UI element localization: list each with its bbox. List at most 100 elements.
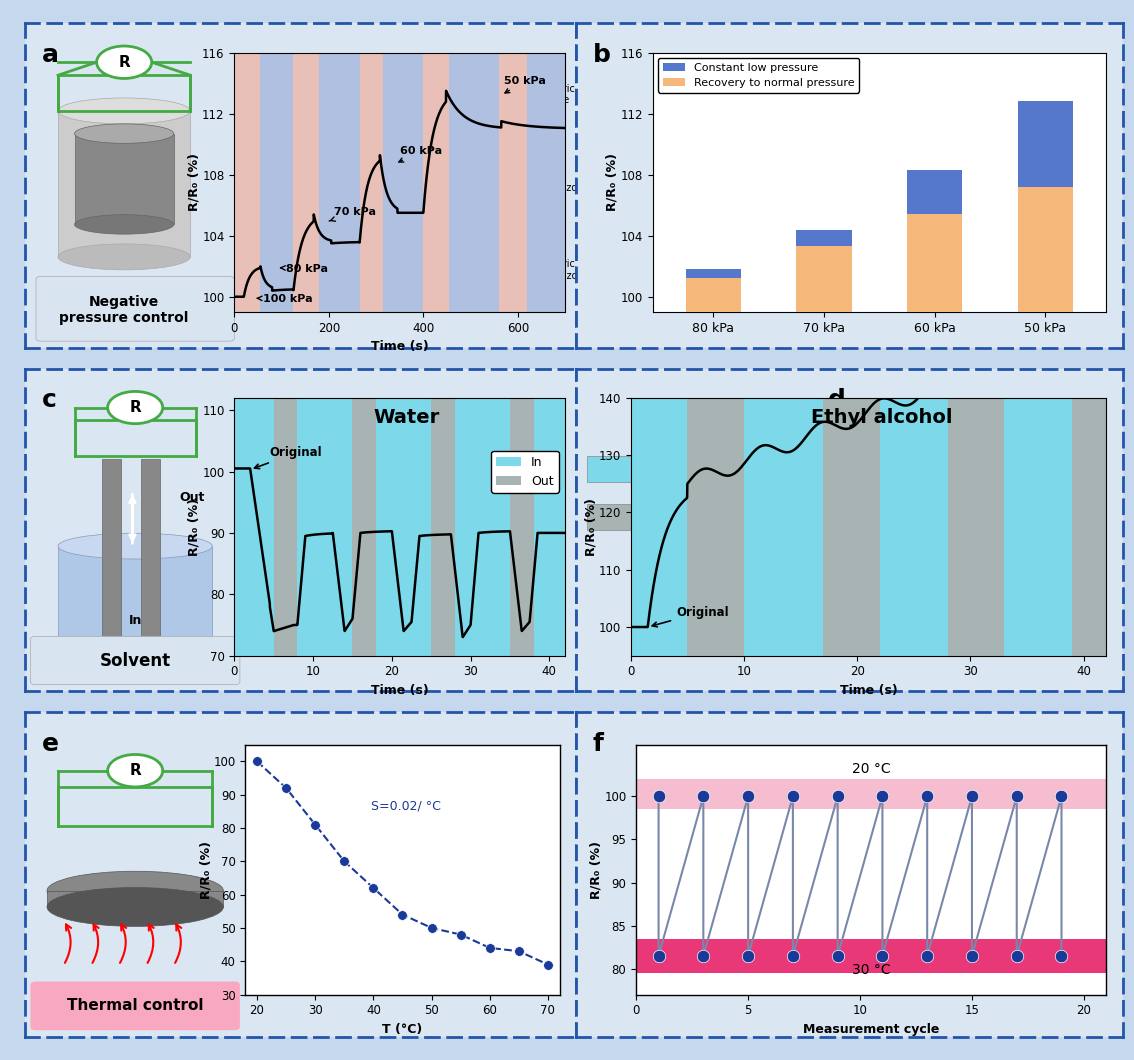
Bar — [1017, 187, 1073, 312]
FancyBboxPatch shape — [46, 890, 223, 907]
Text: Constant
pressure zone: Constant pressure zone — [521, 172, 590, 193]
Text: 100 kPa: 100 kPa — [257, 294, 312, 303]
Text: Barometric
drop zone: Barometric drop zone — [521, 84, 575, 106]
Bar — [297, 398, 353, 656]
Y-axis label: R/R₀ (%): R/R₀ (%) — [188, 498, 201, 555]
Ellipse shape — [58, 636, 212, 662]
Text: Original: Original — [652, 605, 729, 626]
FancyBboxPatch shape — [36, 277, 235, 341]
Text: b: b — [592, 42, 610, 67]
X-axis label: T (°C): T (°C) — [382, 1023, 423, 1036]
Bar — [823, 398, 880, 656]
FancyBboxPatch shape — [587, 456, 642, 481]
Bar — [431, 398, 455, 656]
Bar — [383, 53, 423, 312]
Text: 50 kPa: 50 kPa — [503, 76, 545, 93]
Bar — [294, 53, 320, 312]
Text: e: e — [42, 731, 59, 756]
Bar — [527, 53, 565, 312]
Y-axis label: R/R₀ (%): R/R₀ (%) — [200, 841, 212, 899]
FancyBboxPatch shape — [58, 111, 191, 257]
X-axis label: Time (s): Time (s) — [371, 684, 429, 697]
Bar — [686, 279, 742, 312]
Bar — [796, 246, 852, 312]
Text: 80 kPa: 80 kPa — [280, 264, 329, 273]
Text: Original: Original — [254, 446, 322, 469]
Bar — [235, 398, 273, 656]
Ellipse shape — [75, 215, 174, 234]
Bar — [907, 170, 963, 214]
Ellipse shape — [75, 124, 174, 143]
Text: 60 kPa: 60 kPa — [399, 146, 442, 162]
Bar — [353, 398, 376, 656]
Bar — [744, 398, 823, 656]
FancyBboxPatch shape — [477, 255, 507, 290]
Text: 20 °C: 20 °C — [852, 762, 890, 776]
FancyBboxPatch shape — [58, 546, 212, 649]
Bar — [1073, 398, 1107, 656]
Text: R: R — [129, 400, 141, 416]
X-axis label: Time (s): Time (s) — [839, 684, 897, 697]
X-axis label: Measurement cycle: Measurement cycle — [803, 1023, 939, 1036]
Bar — [510, 398, 534, 656]
Y-axis label: R/R₀ (%): R/R₀ (%) — [606, 154, 619, 211]
Bar — [796, 230, 852, 246]
Text: Solvent: Solvent — [100, 652, 171, 670]
Text: 30 °C: 30 °C — [852, 964, 890, 977]
Text: d: d — [828, 388, 845, 412]
Y-axis label: R/R₀ (%): R/R₀ (%) — [590, 841, 603, 899]
Text: R: R — [129, 763, 141, 778]
Bar — [455, 398, 510, 656]
X-axis label: Time (s): Time (s) — [371, 340, 429, 353]
Bar — [687, 398, 744, 656]
Text: In: In — [652, 462, 665, 475]
Ellipse shape — [58, 98, 191, 124]
Bar — [273, 398, 297, 656]
Bar — [423, 53, 449, 312]
Bar — [907, 214, 963, 312]
Text: Thermal control: Thermal control — [67, 999, 203, 1013]
Y-axis label: R/R₀ (%): R/R₀ (%) — [188, 154, 201, 211]
Text: c: c — [42, 388, 57, 412]
Text: 70 kPa: 70 kPa — [329, 208, 375, 222]
Bar — [320, 53, 359, 312]
Bar — [449, 53, 499, 312]
FancyBboxPatch shape — [477, 167, 507, 204]
Text: R: R — [118, 55, 130, 70]
Text: Barometric
recovery zone: Barometric recovery zone — [521, 259, 590, 281]
FancyBboxPatch shape — [141, 459, 160, 636]
Bar — [376, 398, 431, 656]
Circle shape — [108, 755, 163, 787]
FancyBboxPatch shape — [477, 81, 507, 116]
Bar — [261, 53, 294, 312]
Bar — [235, 53, 261, 312]
Y-axis label: R/R₀ (%): R/R₀ (%) — [584, 498, 598, 555]
Bar — [1005, 398, 1073, 656]
Text: Ethyl alcohol: Ethyl alcohol — [812, 408, 953, 427]
Text: In: In — [128, 614, 142, 626]
Bar — [1017, 102, 1073, 187]
Circle shape — [96, 46, 152, 78]
Text: Out: Out — [179, 491, 204, 505]
FancyBboxPatch shape — [31, 636, 240, 685]
FancyBboxPatch shape — [75, 134, 174, 225]
Bar — [359, 53, 383, 312]
Bar — [499, 53, 527, 312]
Text: f: f — [592, 731, 603, 756]
FancyBboxPatch shape — [31, 982, 240, 1030]
Bar — [534, 398, 565, 656]
Ellipse shape — [58, 244, 191, 270]
Ellipse shape — [46, 871, 223, 911]
Bar — [636, 779, 1107, 810]
Bar — [686, 269, 742, 279]
Legend: Constant low pressure, Recovery to normal pressure: Constant low pressure, Recovery to norma… — [658, 58, 858, 92]
Circle shape — [108, 391, 163, 424]
Bar — [880, 398, 948, 656]
Text: Out: Out — [652, 511, 675, 524]
Text: Negative
pressure control: Negative pressure control — [59, 296, 189, 325]
Ellipse shape — [58, 533, 212, 559]
Text: S=0.02/ °C: S=0.02/ °C — [371, 799, 441, 813]
Bar — [631, 398, 687, 656]
Bar — [948, 398, 1005, 656]
Ellipse shape — [46, 887, 223, 926]
